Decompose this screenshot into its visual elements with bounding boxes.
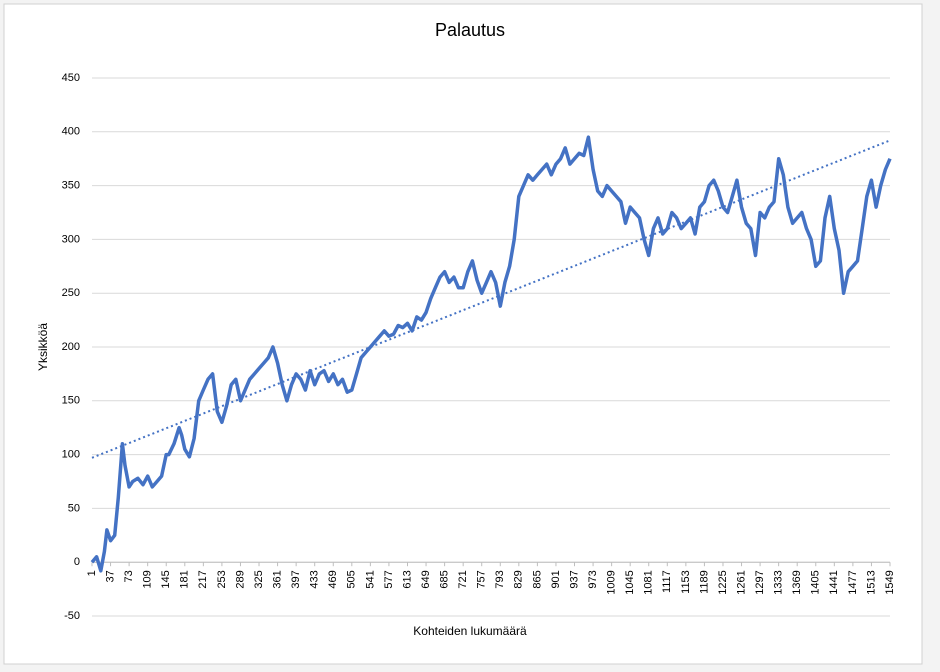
y-axis-title: Yksikköä (36, 323, 50, 371)
y-tick-label: 350 (62, 180, 80, 192)
x-tick-label: 1369 (791, 570, 803, 594)
x-tick-label: 325 (253, 570, 265, 588)
x-tick-label: 1297 (754, 570, 766, 594)
data-line (90, 135, 892, 573)
x-tick-label: 1513 (865, 570, 877, 594)
x-tick-label: 217 (197, 570, 209, 588)
x-tick-label: 1441 (828, 570, 840, 594)
x-tick-label: 1045 (624, 570, 636, 594)
y-tick-label: 300 (62, 233, 80, 245)
chart-area (3, 3, 923, 665)
x-tick-label: 1009 (606, 570, 618, 594)
x-tick-label: 757 (476, 570, 488, 588)
x-tick-label: 37 (104, 570, 116, 582)
x-tick-label: 1117 (661, 570, 673, 593)
x-tick-label: 1 (86, 570, 98, 576)
x-tick-label: 973 (587, 570, 599, 588)
y-tick-label: 200 (62, 341, 80, 353)
y-tick-label: 150 (62, 395, 80, 407)
x-tick-label: 829 (513, 570, 525, 588)
x-tick-label: 541 (364, 570, 376, 588)
x-tick-label: 505 (346, 570, 358, 588)
y-tick-label: 250 (62, 287, 80, 299)
x-tick-label: 253 (216, 570, 228, 588)
y-tick-label: 50 (68, 502, 80, 514)
x-axis-title: Kohteiden lukumäärä (413, 624, 527, 638)
x-tick-label: 1405 (810, 570, 822, 594)
x-tick-label: 721 (457, 570, 469, 588)
y-tick-label: 0 (74, 556, 80, 568)
y-tick-label: 100 (62, 449, 80, 461)
x-tick-label: 901 (550, 570, 562, 588)
x-tick-label: 1189 (698, 570, 710, 594)
x-tick-label: 685 (439, 570, 451, 588)
y-tick-label: 400 (62, 126, 80, 138)
x-tick-label: 397 (290, 570, 302, 588)
x-tick-label: 181 (179, 570, 191, 588)
x-tick-label: 613 (401, 570, 413, 588)
trendline (91, 139, 891, 459)
x-tick-label: 577 (383, 570, 395, 588)
x-tick-label: 1225 (717, 570, 729, 594)
x-tick-label: 145 (160, 570, 172, 588)
x-tick-label: 1549 (884, 570, 896, 594)
x-tick-label: 361 (271, 570, 283, 588)
y-tick-label: 450 (62, 72, 80, 84)
x-tick-label: 73 (123, 570, 135, 582)
x-tick-label: 469 (327, 570, 339, 588)
x-tick-label: 865 (531, 570, 543, 588)
x-tick-label: 433 (309, 570, 321, 588)
x-tick-label: 1477 (847, 570, 859, 594)
x-tick-label: 793 (494, 570, 506, 588)
y-tick-label: -50 (64, 610, 80, 622)
x-tick-label: 1153 (680, 570, 692, 594)
x-tick-label: 1261 (735, 570, 747, 594)
x-tick-label: 1081 (643, 570, 655, 594)
x-tick-label: 1333 (773, 570, 785, 594)
x-tick-label: 109 (142, 570, 154, 588)
chart-title: Palautus (435, 20, 505, 40)
x-tick-label: 649 (420, 570, 432, 588)
x-tick-label: 289 (234, 570, 246, 588)
x-tick-label: 937 (568, 570, 580, 588)
